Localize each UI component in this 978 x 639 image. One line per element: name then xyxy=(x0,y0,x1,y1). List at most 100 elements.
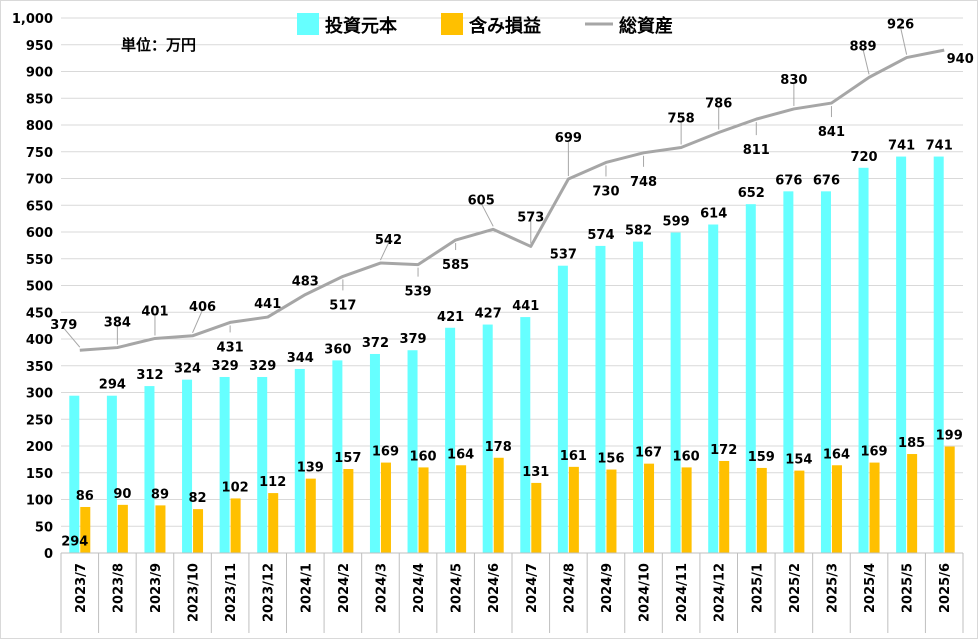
unrealized-gain-bar xyxy=(305,478,316,553)
unrealized-gain-bar xyxy=(80,506,91,553)
principal-bar xyxy=(670,232,681,553)
unrealized-gain-bar xyxy=(268,493,279,553)
y-tick-label: 0 xyxy=(44,547,53,562)
total-assets-leader-line xyxy=(380,242,389,261)
unrealized-gain-value-label: 157 xyxy=(334,451,361,466)
unrealized-gain-value-label: 82 xyxy=(188,491,206,506)
y-tick-label: 350 xyxy=(26,360,53,375)
total-assets-value-label: 401 xyxy=(141,304,168,319)
x-tick-label: 2023/9 xyxy=(149,563,164,613)
principal-value-label: 329 xyxy=(249,359,276,374)
unrealized-gain-value-label: 160 xyxy=(673,449,700,464)
principal-bar xyxy=(69,395,80,553)
principal-bar xyxy=(407,350,418,553)
principal-bar xyxy=(557,265,568,553)
unrealized-gain-value-label: 156 xyxy=(597,452,624,467)
principal-value-label: 582 xyxy=(625,224,652,239)
principal-bar xyxy=(633,241,644,553)
total-assets-leader-line xyxy=(192,309,204,333)
total-assets-value-label: 573 xyxy=(517,210,544,225)
x-tick-label: 2025/2 xyxy=(788,563,803,613)
unrealized-gain-bar xyxy=(794,470,805,553)
total-assets-value-label: 699 xyxy=(555,131,582,146)
total-assets-value-label: 379 xyxy=(50,318,77,333)
principal-bar xyxy=(520,317,531,553)
principal-value-label: 599 xyxy=(663,215,690,230)
y-tick-label: 1,000 xyxy=(12,12,53,27)
principal-bar xyxy=(332,360,343,553)
unrealized-gain-value-label: 154 xyxy=(785,453,812,468)
unrealized-gain-value-label: 86 xyxy=(76,489,94,504)
principal-bar xyxy=(257,376,268,553)
principal-value-label: 441 xyxy=(512,299,539,314)
gridlines xyxy=(61,17,963,527)
unrealized-gain-value-label: 90 xyxy=(113,487,131,502)
y-tick-label: 500 xyxy=(26,280,53,295)
principal-bar xyxy=(858,167,869,554)
unrealized-gain-bar xyxy=(380,462,391,553)
principal-bar xyxy=(369,353,380,553)
unrealized-gain-value-label: 131 xyxy=(522,465,549,480)
unrealized-gain-value-label: 185 xyxy=(898,436,925,451)
total-assets-value-label: 406 xyxy=(189,300,216,315)
y-tick-label: 600 xyxy=(26,226,53,241)
y-tick-label: 300 xyxy=(26,387,53,402)
total-assets-leader-line xyxy=(63,327,81,348)
principal-value-label: 741 xyxy=(888,139,915,154)
total-assets-value-label: 889 xyxy=(849,39,876,54)
y-tick-label: 400 xyxy=(26,333,53,348)
x-tick-label: 2023/7 xyxy=(74,563,89,613)
unrealized-gain-bar xyxy=(869,462,880,553)
principal-value-label: 720 xyxy=(850,150,877,165)
unrealized-gain-value-label: 89 xyxy=(151,487,169,502)
unrealized-gain-value-label: 160 xyxy=(409,449,436,464)
data-labels: 294 294 312 324 329 329 344 360 372 379 421 427 441 5… xyxy=(50,18,974,550)
principal-bar xyxy=(106,395,117,553)
unrealized-gain-bar xyxy=(944,446,955,553)
principal-value-label: 574 xyxy=(587,228,614,243)
unrealized-gain-bar xyxy=(117,504,128,553)
principal-value-label: 676 xyxy=(813,173,840,188)
x-tick-label: 2023/12 xyxy=(262,563,277,622)
principal-bar xyxy=(745,204,756,553)
x-tick-label: 2024/6 xyxy=(487,563,502,613)
total-assets-value-label: 811 xyxy=(743,143,770,158)
unrealized-gain-value-label: 169 xyxy=(372,445,399,460)
total-assets-value-label: 926 xyxy=(887,18,914,33)
total-assets-leader-line xyxy=(480,203,494,227)
total-assets-line xyxy=(79,48,945,352)
unrealized-gain-bar xyxy=(681,467,692,553)
unrealized-gain-bar xyxy=(493,457,504,553)
unrealized-gain-bar xyxy=(568,466,579,553)
unrealized-gain-bar xyxy=(418,467,429,553)
unrealized-gain-value-label: 169 xyxy=(860,445,887,460)
total-assets-value-label: 758 xyxy=(668,111,695,126)
total-assets-value-label: 517 xyxy=(329,298,356,313)
x-tick-label: 2024/9 xyxy=(600,563,615,613)
x-tick-label: 2025/6 xyxy=(938,563,953,613)
legend-label-principal: 投資元本 xyxy=(325,15,397,37)
y-tick-label: 150 xyxy=(26,467,53,482)
unrealized-gain-value-label: 159 xyxy=(748,450,775,465)
total-assets-value-label: 483 xyxy=(292,275,319,290)
unrealized-gain-bar xyxy=(831,465,842,553)
total-assets-value-label: 730 xyxy=(592,184,619,199)
principal-bar xyxy=(708,224,719,553)
y-tick-label: 950 xyxy=(26,39,53,54)
x-tick-label: 2024/12 xyxy=(713,563,728,622)
legend-label-total-assets: 総資産 xyxy=(619,15,673,37)
unrealized-gain-bar xyxy=(644,463,655,553)
unrealized-gain-bar xyxy=(756,467,767,553)
principal-value-label: 379 xyxy=(399,332,426,347)
unrealized-gain-value-label: 164 xyxy=(447,447,474,462)
unrealized-gain-bar xyxy=(719,460,730,553)
principal-value-label: 294 xyxy=(61,535,88,550)
legend: 投資元本 含み損益 総資産 xyxy=(297,13,673,37)
total-assets-value-label: 441 xyxy=(254,297,281,312)
y-tick-label: 250 xyxy=(26,413,53,428)
x-tick-label: 2023/11 xyxy=(224,563,239,622)
y-tick-label: 550 xyxy=(26,253,53,268)
unrealized-gain-bar xyxy=(155,505,166,553)
